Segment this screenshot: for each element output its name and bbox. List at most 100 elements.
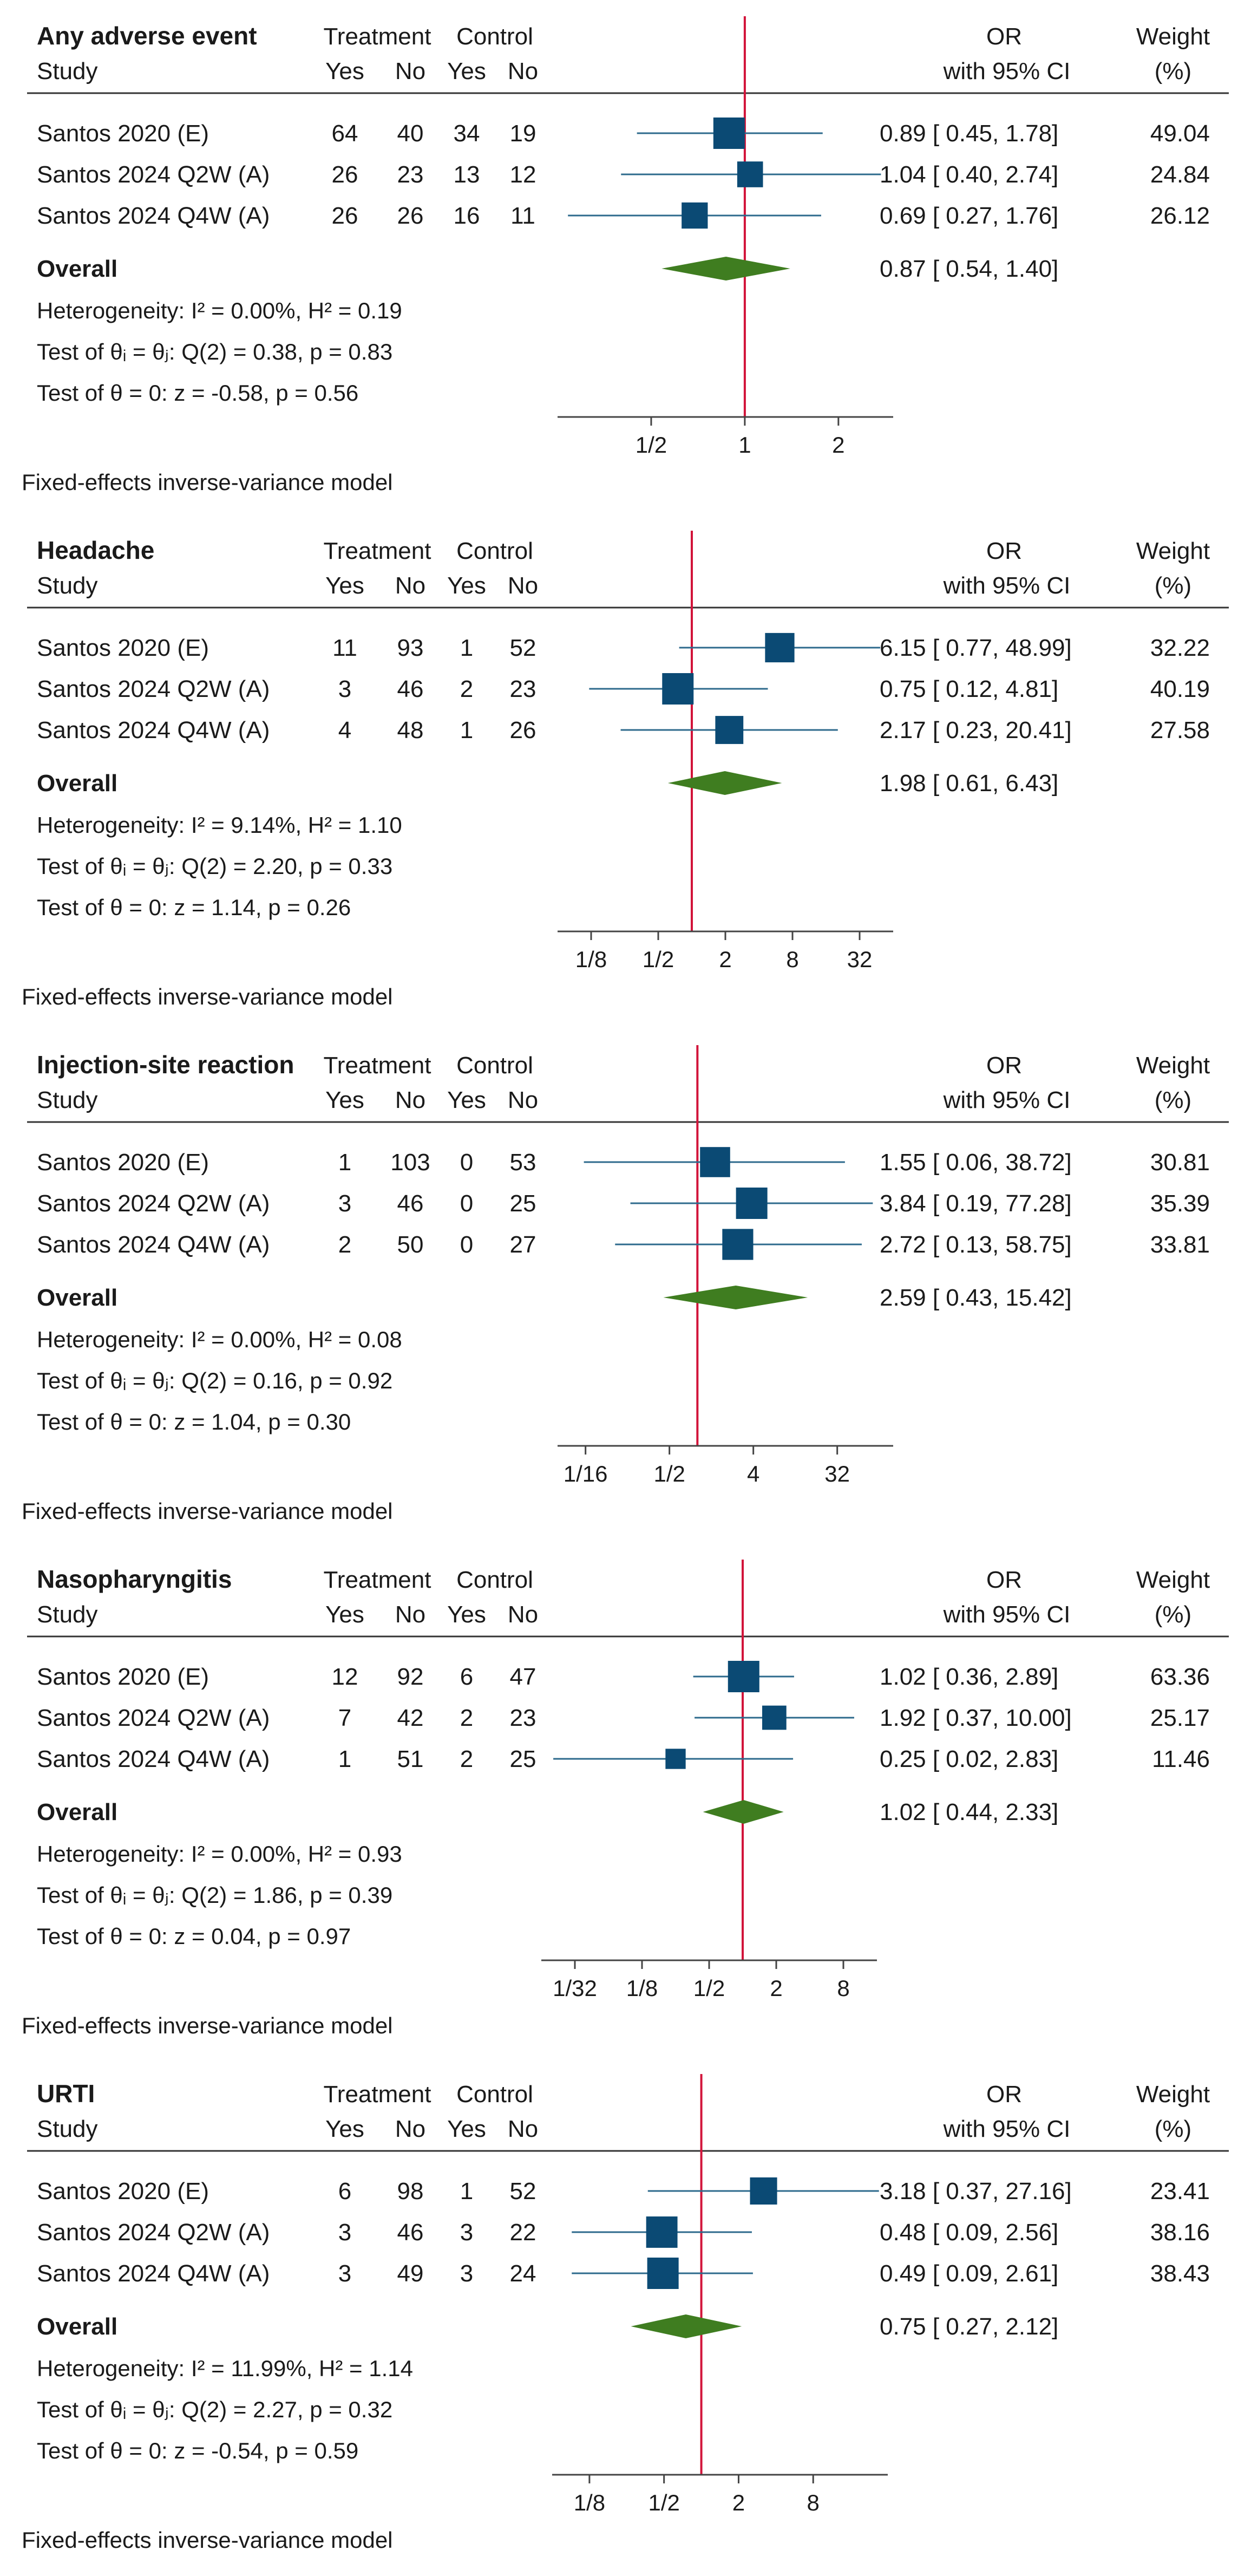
study-header: Study	[37, 58, 98, 84]
x-tick-label: 8	[807, 2490, 820, 2515]
control-header: Control	[456, 538, 533, 564]
treatment-yes-cell: 11	[332, 635, 357, 661]
control-no-cell: 52	[510, 635, 536, 661]
study-square	[736, 1188, 768, 1219]
control-yes-cell: 3	[460, 2219, 473, 2246]
control-no-cell: 23	[510, 676, 536, 702]
x-tick-label: 2	[732, 2490, 745, 2515]
study-square	[750, 2177, 777, 2205]
model-footnote: Fixed-effects inverse-variance model	[22, 984, 393, 1009]
ci-header: with 95% CI	[943, 572, 1071, 599]
forest-panel: Any adverse event Study Treatment Control Ye…	[22, 16, 1229, 495]
weight-value: 49.04	[1150, 120, 1210, 147]
treatment-yes-cell: 7	[338, 1705, 351, 1731]
weight-unit-header: (%)	[1155, 1601, 1191, 1628]
control-yes-cell: 16	[454, 203, 480, 229]
study-square	[647, 2258, 679, 2289]
weight-value: 24.84	[1150, 161, 1210, 188]
control-no-cell: 52	[510, 2178, 536, 2205]
treatment-no-cell: 26	[397, 203, 424, 229]
treatment-no-header: No	[395, 1601, 425, 1628]
weight-unit-header: (%)	[1155, 572, 1191, 599]
control-yes-header: Yes	[447, 572, 486, 599]
control-yes-cell: 3	[460, 2260, 473, 2287]
study-square	[665, 1749, 686, 1769]
control-no-cell: 25	[510, 1190, 536, 1217]
overall-diamond	[667, 771, 782, 795]
treatment-no-cell: 46	[397, 1190, 424, 1217]
control-no-cell: 11	[510, 203, 535, 229]
weight-header: Weight	[1136, 1052, 1210, 1079]
control-no-cell: 19	[510, 120, 536, 147]
ci-header: with 95% CI	[943, 1087, 1071, 1113]
study-name: Santos 2020 (E)	[37, 1149, 209, 1176]
x-tick-label: 8	[786, 947, 798, 972]
treatment-no-cell: 42	[397, 1705, 424, 1731]
control-yes-header: Yes	[447, 2116, 486, 2142]
study-square	[762, 1705, 787, 1730]
weight-value: 35.39	[1150, 1190, 1210, 1217]
weight-unit-header: (%)	[1155, 1087, 1191, 1113]
test-statistic: Heterogeneity: I² = 0.00%, H² = 0.08	[37, 1327, 402, 1352]
study-name: Santos 2024 Q2W (A)	[37, 1705, 270, 1731]
study-name: Santos 2020 (E)	[37, 635, 209, 661]
control-no-header: No	[508, 1087, 538, 1113]
overall-diamond	[661, 257, 790, 281]
weight-unit-header: (%)	[1155, 2116, 1191, 2142]
control-no-cell: 24	[510, 2260, 536, 2287]
overall-label: Overall	[37, 256, 117, 282]
x-tick-label: 32	[824, 1461, 850, 1486]
study-square	[715, 716, 744, 744]
x-tick-label: 1/2	[648, 2490, 679, 2515]
weight-value: 11.46	[1152, 1746, 1210, 1772]
treatment-no-cell: 49	[397, 2260, 424, 2287]
study-square	[765, 632, 795, 663]
weight-value: 63.36	[1150, 1664, 1210, 1690]
overall-diamond	[663, 1286, 808, 1309]
or-header: OR	[986, 1052, 1022, 1079]
panel-title: Injection-site reaction	[37, 1051, 294, 1079]
model-footnote: Fixed-effects inverse-variance model	[22, 2013, 393, 2038]
or-ci-value: 0.48 [ 0.09, 2.56]	[880, 2219, 1058, 2246]
weight-header: Weight	[1136, 538, 1210, 564]
treatment-no-cell: 46	[397, 676, 424, 702]
treatment-no-cell: 92	[397, 1664, 424, 1690]
forest-panel: Nasopharyngitis Study Treatment Control Yes N…	[22, 1560, 1229, 2038]
control-yes-cell: 2	[460, 1746, 473, 1772]
treatment-yes-cell: 3	[338, 2260, 351, 2287]
test-statistic: Test of θᵢ = θⱼ: Q(2) = 0.16, p = 0.92	[37, 1368, 392, 1393]
treatment-no-cell: 48	[397, 717, 424, 744]
control-no-cell: 25	[510, 1746, 536, 1772]
test-statistic: Test of θ = 0: z = 1.04, p = 0.30	[37, 1409, 351, 1434]
x-tick-label: 4	[747, 1461, 759, 1486]
control-yes-header: Yes	[447, 1087, 486, 1113]
weight-value: 30.81	[1150, 1149, 1210, 1176]
test-statistic: Test of θᵢ = θⱼ: Q(2) = 1.86, p = 0.39	[37, 1882, 392, 1908]
ci-header: with 95% CI	[943, 2116, 1071, 2142]
weight-header: Weight	[1136, 1567, 1210, 1593]
control-yes-cell: 0	[460, 1149, 473, 1176]
treatment-yes-cell: 26	[332, 161, 358, 188]
treatment-yes-cell: 1	[338, 1746, 351, 1772]
control-yes-header: Yes	[447, 1601, 486, 1628]
study-header: Study	[37, 1087, 98, 1113]
control-yes-cell: 0	[460, 1231, 473, 1258]
overall-ci-value: 2.59 [ 0.43, 15.42]	[880, 1284, 1072, 1311]
or-ci-value: 0.75 [ 0.12, 4.81]	[880, 676, 1058, 702]
treatment-no-cell: 23	[397, 161, 424, 188]
treatment-yes-cell: 3	[338, 2219, 351, 2246]
treatment-no-cell: 103	[390, 1149, 430, 1176]
control-yes-header: Yes	[447, 58, 486, 84]
test-statistic: Test of θ = 0: z = 0.04, p = 0.97	[37, 1923, 351, 1949]
weight-value: 32.22	[1150, 635, 1210, 661]
control-header: Control	[456, 23, 533, 50]
treatment-yes-cell: 4	[338, 717, 351, 744]
study-square	[737, 161, 763, 187]
overall-label: Overall	[37, 1799, 117, 1825]
treatment-yes-cell: 6	[338, 2178, 351, 2205]
test-statistic: Test of θ = 0: z = 1.14, p = 0.26	[37, 895, 351, 920]
study-name: Santos 2024 Q4W (A)	[37, 717, 270, 744]
or-ci-value: 3.18 [ 0.37, 27.16]	[880, 2178, 1072, 2205]
overall-ci-value: 1.98 [ 0.61, 6.43]	[880, 770, 1058, 797]
x-tick-label: 1/2	[653, 1461, 685, 1486]
